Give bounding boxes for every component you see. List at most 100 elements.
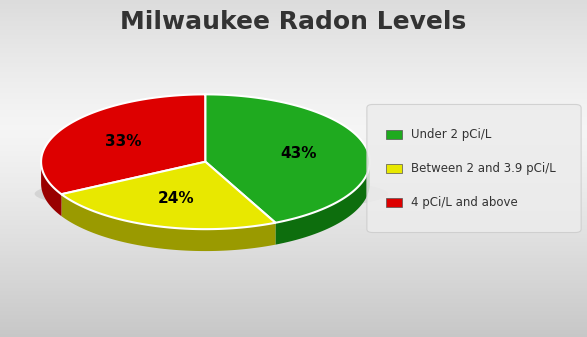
Bar bbox=[0, 58, 587, 60]
Bar bbox=[0, 60, 587, 61]
Bar bbox=[0, 302, 587, 303]
Bar bbox=[0, 91, 587, 92]
Bar bbox=[0, 137, 587, 138]
Bar bbox=[0, 277, 587, 279]
Bar bbox=[0, 54, 587, 55]
Bar bbox=[0, 184, 587, 185]
Bar bbox=[0, 48, 587, 50]
Bar bbox=[0, 98, 587, 99]
Bar bbox=[0, 117, 587, 118]
Bar bbox=[0, 61, 587, 62]
Bar bbox=[0, 17, 587, 18]
Bar bbox=[0, 100, 587, 101]
Bar bbox=[0, 238, 587, 239]
Bar bbox=[0, 153, 587, 154]
Bar bbox=[0, 212, 587, 213]
Bar bbox=[0, 274, 587, 275]
Bar bbox=[0, 226, 587, 227]
Bar bbox=[0, 84, 587, 85]
Bar bbox=[0, 122, 587, 124]
Bar bbox=[0, 114, 587, 115]
Polygon shape bbox=[62, 162, 275, 229]
FancyBboxPatch shape bbox=[367, 104, 581, 233]
Bar bbox=[0, 244, 587, 245]
Bar bbox=[0, 163, 587, 164]
Bar bbox=[0, 328, 587, 329]
Bar bbox=[0, 4, 587, 6]
Bar bbox=[0, 250, 587, 252]
Bar bbox=[0, 99, 587, 100]
Bar bbox=[0, 23, 587, 24]
Bar bbox=[0, 170, 587, 171]
Bar bbox=[0, 159, 587, 161]
Bar bbox=[0, 33, 587, 34]
Bar bbox=[0, 24, 587, 25]
Bar bbox=[0, 233, 587, 234]
Bar bbox=[0, 299, 587, 300]
Bar bbox=[0, 110, 587, 111]
Bar bbox=[0, 275, 587, 276]
Bar bbox=[0, 121, 587, 122]
Bar bbox=[0, 80, 587, 81]
Bar bbox=[0, 101, 587, 102]
Bar bbox=[0, 38, 587, 39]
Bar bbox=[0, 11, 587, 12]
Bar bbox=[0, 111, 587, 112]
Bar bbox=[0, 52, 587, 53]
Bar bbox=[386, 130, 402, 139]
Bar bbox=[0, 262, 587, 263]
Bar bbox=[0, 70, 587, 71]
Bar bbox=[0, 28, 587, 29]
Bar bbox=[0, 165, 587, 166]
Bar bbox=[0, 26, 587, 27]
Bar bbox=[0, 2, 587, 3]
Bar bbox=[0, 185, 587, 186]
Bar bbox=[0, 125, 587, 126]
Bar bbox=[0, 266, 587, 267]
Polygon shape bbox=[205, 94, 370, 223]
Bar bbox=[0, 18, 587, 19]
Polygon shape bbox=[41, 94, 205, 194]
Bar bbox=[0, 298, 587, 299]
Bar bbox=[0, 296, 587, 297]
Text: 43%: 43% bbox=[280, 146, 317, 161]
Bar bbox=[0, 294, 587, 296]
Bar bbox=[0, 284, 587, 285]
Bar bbox=[0, 229, 587, 230]
Bar bbox=[0, 87, 587, 88]
Bar bbox=[0, 112, 587, 114]
Bar bbox=[0, 222, 587, 223]
Bar bbox=[0, 39, 587, 40]
Bar bbox=[0, 126, 587, 127]
Bar bbox=[0, 242, 587, 243]
Bar bbox=[0, 120, 587, 121]
Bar bbox=[0, 210, 587, 211]
Bar bbox=[0, 12, 587, 13]
Bar bbox=[0, 207, 587, 208]
Bar bbox=[0, 78, 587, 79]
Bar bbox=[0, 147, 587, 148]
Bar bbox=[0, 50, 587, 51]
Bar bbox=[0, 90, 587, 91]
Bar bbox=[0, 216, 587, 217]
Bar bbox=[0, 199, 587, 200]
Bar bbox=[0, 202, 587, 203]
Bar bbox=[0, 131, 587, 132]
Bar bbox=[0, 293, 587, 294]
Bar bbox=[0, 261, 587, 262]
Bar bbox=[0, 258, 587, 259]
Bar bbox=[0, 255, 587, 256]
Bar bbox=[0, 79, 587, 80]
Bar bbox=[0, 128, 587, 129]
Bar bbox=[0, 83, 587, 84]
Bar bbox=[0, 164, 587, 165]
Bar bbox=[0, 44, 587, 45]
Bar bbox=[0, 67, 587, 68]
Bar bbox=[0, 270, 587, 271]
Bar bbox=[0, 51, 587, 52]
Bar bbox=[0, 152, 587, 153]
Bar bbox=[0, 271, 587, 272]
Bar bbox=[0, 6, 587, 7]
Bar bbox=[0, 252, 587, 253]
Bar bbox=[0, 186, 587, 188]
